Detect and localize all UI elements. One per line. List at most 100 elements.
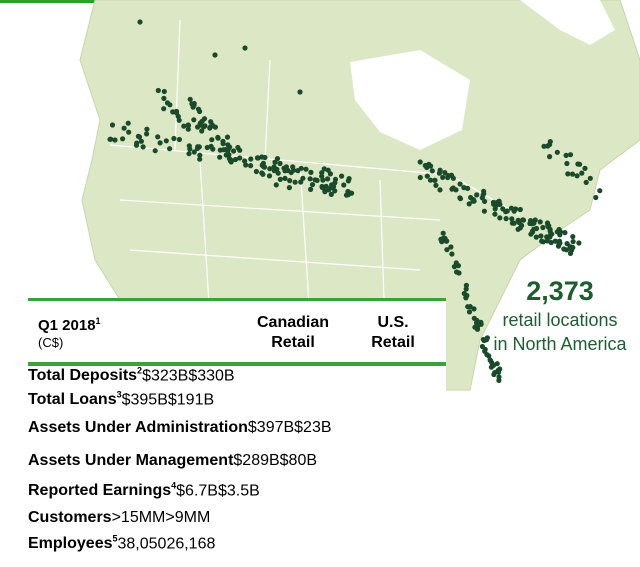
location-dot xyxy=(424,173,430,179)
location-dot xyxy=(548,232,554,238)
location-dot xyxy=(545,224,552,230)
location-dot xyxy=(231,148,237,154)
table-title: Q1 20181 xyxy=(38,316,101,334)
location-dot xyxy=(457,196,464,202)
location-dot xyxy=(137,19,143,25)
location-dot xyxy=(164,100,171,106)
location-dot xyxy=(186,151,192,157)
location-dot xyxy=(574,173,580,179)
location-dot xyxy=(496,369,502,375)
location-dot xyxy=(463,294,469,301)
location-dot xyxy=(217,154,223,160)
footnote: 3 xyxy=(116,390,122,400)
location-dot xyxy=(144,131,150,137)
location-dot xyxy=(563,152,569,158)
label-text: Reported Earnings xyxy=(28,482,172,500)
location-dot xyxy=(255,155,261,161)
footnote: 2 xyxy=(137,366,143,376)
location-dot xyxy=(440,174,446,180)
footnote: 4 xyxy=(171,481,177,491)
location-dot xyxy=(482,198,488,204)
location-dot xyxy=(504,208,510,214)
location-dot xyxy=(272,159,278,165)
location-dot xyxy=(481,191,487,197)
location-dot xyxy=(579,170,585,176)
location-dot xyxy=(225,147,231,153)
location-dot xyxy=(208,119,214,125)
location-dot xyxy=(321,166,327,172)
column-header: U.S. Retail xyxy=(358,313,428,353)
location-dot xyxy=(436,170,442,176)
location-dot xyxy=(197,120,204,126)
cell: $395B xyxy=(121,391,168,409)
location-dot xyxy=(450,175,456,181)
location-dot xyxy=(465,304,471,310)
location-dot xyxy=(133,142,140,148)
location-dot xyxy=(539,238,545,244)
location-dot xyxy=(225,142,231,148)
location-dot xyxy=(161,106,167,112)
cell: >9MM xyxy=(165,509,211,526)
label-text: Assets Under Administration xyxy=(28,419,248,436)
cell: $191B xyxy=(167,391,215,409)
location-dot xyxy=(163,138,169,144)
location-dot xyxy=(176,136,182,143)
location-dot xyxy=(267,166,273,172)
location-dot xyxy=(484,352,490,358)
location-dot xyxy=(237,155,243,161)
location-dot xyxy=(417,174,423,181)
location-dot xyxy=(155,87,161,94)
location-dot xyxy=(345,178,351,184)
row-label: Employees5 xyxy=(28,534,118,552)
location-dot xyxy=(292,179,298,185)
location-dot xyxy=(540,224,546,231)
location-dot xyxy=(466,201,472,207)
row-label: Reported Earnings4 xyxy=(28,481,177,500)
location-dot xyxy=(291,167,297,173)
location-dot xyxy=(444,247,450,253)
location-dot xyxy=(194,145,201,151)
location-dot xyxy=(442,170,448,176)
location-dot xyxy=(185,126,191,132)
location-dot xyxy=(587,175,593,181)
location-dot xyxy=(341,182,347,188)
location-dot xyxy=(541,143,547,149)
location-dot xyxy=(157,140,163,146)
location-dot xyxy=(112,137,118,143)
location-dot xyxy=(281,165,287,171)
location-dot xyxy=(282,175,288,181)
location-dot xyxy=(331,183,337,190)
location-dot xyxy=(319,183,325,190)
table-row: Assets Under Management$289B$80B xyxy=(28,452,446,481)
location-dot xyxy=(583,179,589,185)
column-header: Canadian Retail xyxy=(243,313,343,353)
location-dot xyxy=(503,216,509,222)
location-dot xyxy=(212,52,218,58)
location-dot xyxy=(319,170,325,176)
location-dot xyxy=(500,206,506,212)
location-dot xyxy=(320,177,326,183)
location-dot xyxy=(515,217,521,223)
location-dot xyxy=(453,260,459,266)
location-dot xyxy=(197,152,203,158)
location-dot xyxy=(544,238,550,244)
location-dot xyxy=(508,205,514,211)
cell: 38,050 xyxy=(117,535,167,553)
location-dot xyxy=(322,189,328,195)
location-dot xyxy=(492,370,498,376)
location-dot xyxy=(186,143,192,149)
cell: >15MM xyxy=(111,509,166,526)
location-dot xyxy=(248,163,254,169)
location-dot xyxy=(547,139,553,145)
location-dot xyxy=(328,191,334,197)
location-dot xyxy=(191,117,197,123)
location-dot xyxy=(161,88,167,95)
location-dot xyxy=(208,124,214,130)
location-dot xyxy=(544,234,550,240)
location-dot xyxy=(487,357,493,363)
location-dot xyxy=(538,233,544,239)
label-text: Total Deposits xyxy=(28,367,138,385)
location-dot xyxy=(262,154,268,161)
